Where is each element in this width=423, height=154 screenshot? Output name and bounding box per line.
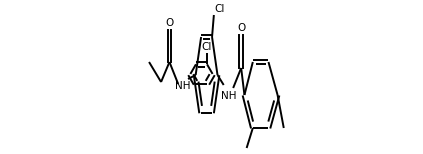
Text: NH: NH bbox=[175, 81, 191, 91]
Text: O: O bbox=[165, 18, 173, 28]
Text: Cl: Cl bbox=[202, 42, 212, 52]
Text: O: O bbox=[237, 23, 245, 33]
Text: Cl: Cl bbox=[214, 4, 225, 14]
Text: NH: NH bbox=[221, 91, 236, 101]
